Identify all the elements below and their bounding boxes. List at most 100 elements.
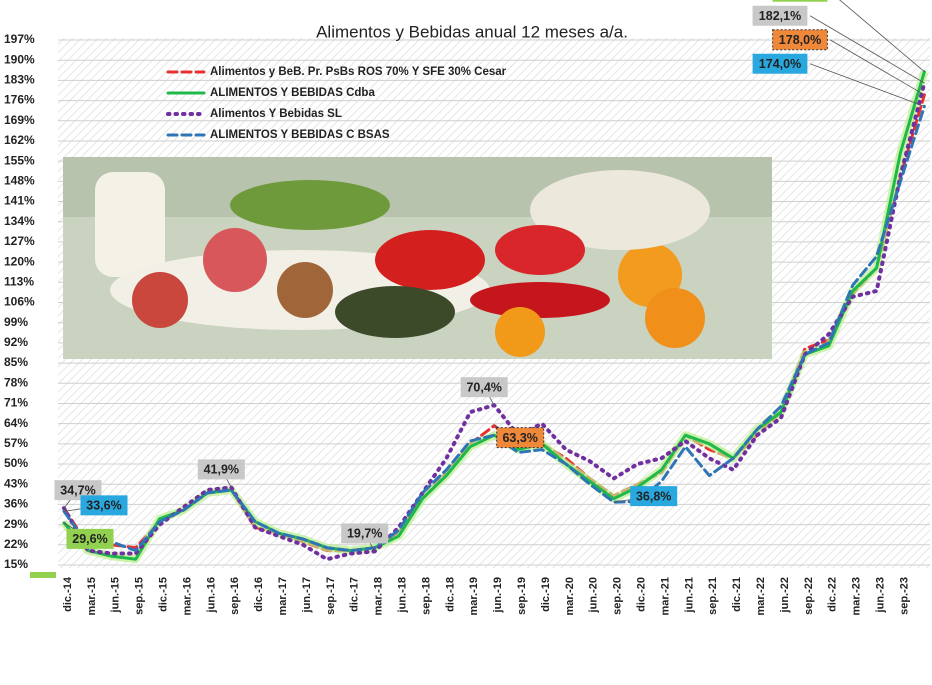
data-label-box <box>496 427 545 449</box>
x-tick-label: mar.-22 <box>755 577 767 616</box>
data-label: 36,8% <box>636 489 671 503</box>
y-tick-label: 134% <box>4 214 35 228</box>
y-tick-label: 29% <box>4 517 28 531</box>
x-tick-label: mar.-15 <box>86 577 98 616</box>
x-tick-label: jun.-23 <box>875 577 887 613</box>
leader-line <box>839 0 925 73</box>
y-tick-label: 71% <box>4 396 28 410</box>
data-label-box <box>460 377 508 398</box>
x-tick-label: mar.-23 <box>851 577 863 616</box>
y-tick-label: 106% <box>4 295 35 309</box>
series-line <box>62 81 927 562</box>
data-label: 29,6% <box>72 532 107 546</box>
x-tick-label: sep.-22 <box>803 577 815 615</box>
y-tick-label: 155% <box>4 153 35 167</box>
y-tick-label: 50% <box>4 456 28 470</box>
y-tick-label: 190% <box>4 52 35 66</box>
y-tick-label: 176% <box>4 93 35 107</box>
axis-marker <box>30 572 56 578</box>
x-tick-label: sep.-23 <box>898 577 910 615</box>
y-tick-label: 141% <box>4 194 35 208</box>
data-label: 182,1% <box>759 9 801 23</box>
x-tick-label: mar.-21 <box>659 577 671 616</box>
y-tick-label: 36% <box>4 497 28 511</box>
x-tick-label: sep.-16 <box>229 577 241 615</box>
x-tick-label: dic.-15 <box>158 577 170 612</box>
data-label-box <box>752 5 808 26</box>
data-label: 33,6% <box>86 499 121 513</box>
y-tick-label: 15% <box>4 557 28 571</box>
y-tick-label: 120% <box>4 254 35 268</box>
y-tick-label: 162% <box>4 133 35 147</box>
x-tick-label: dic.-20 <box>636 577 648 612</box>
data-label-box <box>66 528 114 549</box>
x-tick-label: jun.-22 <box>779 577 791 613</box>
leader-line <box>809 63 925 107</box>
data-label-box <box>80 495 128 516</box>
chart-title: Alimentos y Bebidas anual 12 meses a/a. <box>316 22 628 41</box>
y-tick-label: 99% <box>4 315 28 329</box>
data-label: 34,7% <box>60 483 95 497</box>
food-photo <box>63 157 772 359</box>
x-tick-label: sep.-21 <box>707 577 719 615</box>
y-tick-label: 78% <box>4 375 28 389</box>
y-tick-label: 43% <box>4 476 28 490</box>
y-tick-label: 197% <box>4 32 35 46</box>
data-label: 70,4% <box>466 380 501 394</box>
data-label: 41,9% <box>204 463 239 477</box>
x-tick-label: mar.-18 <box>373 577 385 616</box>
x-tick-label: jun.-17 <box>301 577 313 613</box>
data-label: 174,0% <box>759 57 801 71</box>
y-tick-label: 85% <box>4 355 28 369</box>
series-line <box>62 104 926 553</box>
x-tick-label: jun.-20 <box>588 577 600 613</box>
legend-label: Alimentos y BeB. Pr. PsBs ROS 70% Y SFE … <box>210 66 507 78</box>
y-tick-label: 57% <box>4 436 28 450</box>
x-tick-label: dic.-21 <box>731 577 743 612</box>
x-tick-label: jun.-15 <box>110 577 122 613</box>
x-tick-label: jun.-19 <box>492 577 504 613</box>
x-tick-label: mar.-19 <box>468 577 480 616</box>
data-label-box <box>54 480 102 501</box>
x-tick-label: sep.-17 <box>325 577 337 615</box>
x-tick-label: sep.-15 <box>134 577 146 615</box>
x-tick-label: mar.-17 <box>277 577 289 616</box>
legend-label: ALIMENTOS Y BEBIDAS C BSAS <box>210 129 390 141</box>
y-tick-label: 64% <box>4 416 28 430</box>
x-tick-label: mar.-16 <box>181 577 193 616</box>
y-tick-label: 148% <box>4 174 35 188</box>
x-tick-label: jun.-21 <box>683 577 695 613</box>
y-tick-label: 113% <box>4 274 34 288</box>
y-tick-label: 169% <box>4 113 35 127</box>
x-tick-label: jun.-18 <box>397 577 409 613</box>
x-tick-label: dic.-16 <box>253 577 265 612</box>
y-tick-label: 183% <box>4 73 35 87</box>
x-tick-label: mar.-20 <box>564 577 576 616</box>
x-tick-label: jun.-16 <box>205 577 217 613</box>
x-tick-label: dic.-19 <box>540 577 552 612</box>
data-label: 63,3% <box>502 431 537 445</box>
x-tick-label: sep.-20 <box>612 577 624 615</box>
data-label-box <box>772 29 828 51</box>
x-tick-label: dic.-17 <box>349 577 361 612</box>
x-tick-label: sep.-18 <box>420 577 432 615</box>
x-tick-label: dic.-18 <box>444 577 456 612</box>
leader-line <box>809 15 925 84</box>
x-tick-label: dic.-22 <box>827 577 839 612</box>
data-label: 19,7% <box>347 527 382 541</box>
y-tick-label: 127% <box>4 234 35 248</box>
data-label-box <box>197 459 245 480</box>
data-label: 178,0% <box>779 33 821 47</box>
y-tick-label: 22% <box>4 537 28 551</box>
data-label-box <box>630 486 678 507</box>
legend-label: ALIMENTOS Y BEBIDAS Cdba <box>210 87 375 99</box>
leader-line <box>829 39 925 96</box>
x-tick-label: dic.-14 <box>62 576 74 612</box>
x-tick-label: sep.-19 <box>516 577 528 615</box>
data-label-box <box>341 523 389 544</box>
data-label-box <box>772 0 828 2</box>
legend-label: Alimentos Y Bebidas SL <box>210 108 342 120</box>
y-tick-label: 92% <box>4 335 28 349</box>
data-label-box <box>752 53 808 74</box>
